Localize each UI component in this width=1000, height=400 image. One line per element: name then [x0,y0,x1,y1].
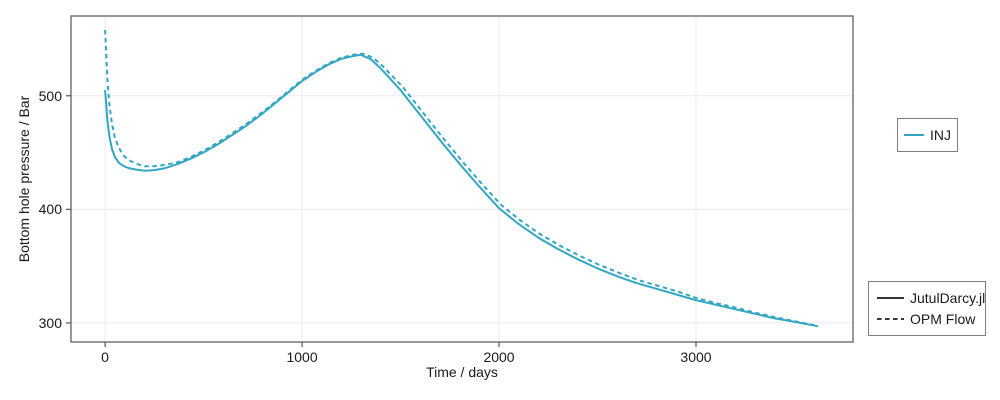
x-axis-label: Time / days [426,364,498,380]
legend-row-opmflow: OPM Flow [877,311,975,327]
legend-row-jutuldarcy: JutulDarcy.jl [877,290,985,306]
x-tick-label: 2000 [483,349,515,365]
y-tick-label: 400 [38,201,62,218]
legend-jutuldarcy-label: JutulDarcy.jl [910,290,986,306]
y-axis-label-text: Bottom hole pressure / Bar [16,95,32,263]
y-tick-label: 500 [38,87,62,104]
legend-opmflow-label: OPM Flow [910,311,976,327]
inj-line-sample-icon [904,134,924,136]
axis-frame [70,15,854,343]
solid-line-sample-icon [877,297,904,299]
legend-well: INJ [897,118,958,152]
legend-simulators: JutulDarcy.jl OPM Flow [868,281,986,336]
series-opmflow [104,29,819,327]
series-jutuldarcy [104,53,819,328]
y-tick-label: 300 [38,314,62,331]
x-tick-label: 0 [101,349,109,365]
legend-well-label: INJ [930,127,951,143]
dashed-line-sample-icon [877,318,904,320]
x-tick-label: 3000 [680,349,712,365]
x-tick-label: 1000 [286,349,318,365]
